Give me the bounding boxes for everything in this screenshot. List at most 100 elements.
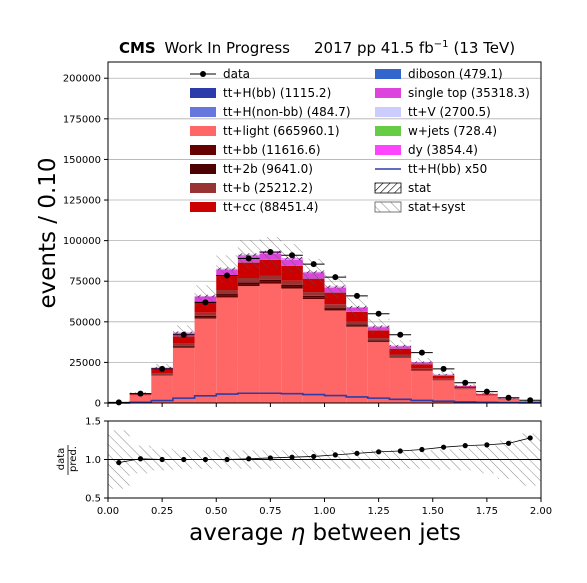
bar-tt-b-4 bbox=[194, 312, 217, 316]
bar-tt-2b-8 bbox=[281, 284, 303, 287]
y-tick-label-5: 125000 bbox=[63, 196, 101, 207]
x-tick-label-4: 1.00 bbox=[313, 506, 335, 517]
x-tick-label-8: 2.00 bbox=[530, 506, 552, 517]
y-tick-label-1: 25000 bbox=[69, 358, 101, 369]
bar-tt-light-16 bbox=[454, 389, 477, 403]
bar-tt-cc-17 bbox=[476, 394, 498, 396]
ratio-point-8 bbox=[289, 454, 295, 460]
legend-tt-light-03-label: tt+light (665960.1) bbox=[223, 124, 340, 138]
bar-tt-cc-3 bbox=[172, 336, 195, 344]
legend-tt-light-03-swatch bbox=[190, 126, 216, 136]
bar-tt-light-5 bbox=[216, 297, 238, 403]
ratio-point-4 bbox=[202, 456, 209, 463]
legend-tt-h-non-bb--02-label: tt+H(non-bb) (484.7) bbox=[223, 105, 351, 119]
data-point-15 bbox=[440, 365, 447, 372]
bar-tt-cc-4 bbox=[194, 301, 217, 313]
bar-tt-light-14 bbox=[411, 370, 433, 403]
stat-band-11 bbox=[346, 305, 368, 309]
y-tick-label-3: 75000 bbox=[69, 277, 101, 288]
x-tick-label-7: 1.75 bbox=[476, 506, 498, 517]
bar-tt-2b-9 bbox=[302, 295, 325, 298]
data-point-6 bbox=[245, 255, 252, 262]
run-label: 2017 pp 41.5 fb bbox=[314, 39, 434, 57]
legend-stat-16-label: stat bbox=[408, 181, 431, 195]
bar-tt-bb-10 bbox=[324, 308, 347, 311]
legend-w-jets-13-swatch bbox=[375, 126, 401, 136]
bar-tt-2b-13 bbox=[389, 356, 412, 357]
data-point-4 bbox=[202, 299, 209, 306]
ratio-point-3 bbox=[181, 456, 187, 463]
ratio-point-9 bbox=[311, 453, 317, 460]
bar-tt-b-7 bbox=[259, 275, 282, 280]
legend-dy-14-swatch bbox=[375, 145, 401, 155]
ratio-y-tick-label-1: 1.0 bbox=[85, 455, 101, 466]
legend-tt-b-06-label: tt+b (25212.2) bbox=[223, 181, 313, 195]
legend-tt-cc-07-label: tt+cc (88451.4) bbox=[223, 200, 318, 214]
stat-band-14 bbox=[411, 361, 433, 363]
bar-tt-b-5 bbox=[216, 290, 238, 295]
bar-tt-light-15 bbox=[432, 380, 455, 403]
header-title: CMS Work In Progress bbox=[119, 39, 290, 57]
legend-stat-syst-17-swatch bbox=[374, 201, 402, 213]
legend-tt-h-non-bb--02-swatch bbox=[190, 107, 216, 117]
bar-tt-bb-2 bbox=[151, 374, 173, 376]
bar-tt-b-15 bbox=[432, 378, 455, 380]
energy-label: (13 TeV) bbox=[453, 39, 515, 57]
bar-tt-b-11 bbox=[346, 321, 368, 325]
bar-tt-2b-4 bbox=[194, 315, 217, 318]
bar-tt-bb-12 bbox=[367, 341, 390, 343]
legend-diboson-10-swatch bbox=[375, 69, 401, 79]
x-tick-label-1: 0.25 bbox=[151, 506, 173, 517]
x-tick-label-5: 1.25 bbox=[367, 506, 389, 517]
x-axis-label-pre: average bbox=[189, 520, 290, 546]
legend-tt-2b-05-label: tt+2b (9641.0) bbox=[223, 162, 313, 176]
bar-tt-bb-8 bbox=[281, 286, 303, 289]
bar-tt-b-8 bbox=[281, 280, 303, 285]
legend-tt-h-bb--01-label: tt+H(bb) (1115.2) bbox=[223, 86, 331, 100]
ratio-point-2 bbox=[159, 456, 165, 463]
x-tick-label-6: 1.50 bbox=[422, 506, 444, 517]
legend-diboson-10-label: diboson (479.1) bbox=[408, 67, 503, 81]
data-points bbox=[108, 248, 541, 406]
bar-tt-bb-7 bbox=[259, 281, 282, 284]
ratio-point-6 bbox=[246, 456, 252, 462]
bar-tt-b-12 bbox=[367, 338, 390, 341]
bar-tt-light-6 bbox=[237, 286, 260, 403]
data-point-10 bbox=[332, 274, 339, 281]
legend-single-11-swatch bbox=[375, 88, 401, 98]
x-tick-label-3: 0.75 bbox=[259, 506, 281, 517]
data-point-5 bbox=[224, 272, 231, 279]
y-tick-label-4: 100000 bbox=[63, 236, 101, 247]
cms-label: CMS bbox=[119, 39, 156, 57]
ratio-points bbox=[116, 435, 533, 466]
bar-tt-light-2 bbox=[151, 375, 173, 403]
bar-tt-b-10 bbox=[324, 304, 347, 308]
data-point-16 bbox=[462, 379, 469, 386]
legend-tt-bb-04-label: tt+bb (11616.6) bbox=[223, 143, 321, 157]
stat-band-6 bbox=[237, 253, 260, 257]
x-axis-label: average η between jets bbox=[189, 520, 461, 546]
bar-tt-2b-7 bbox=[259, 279, 282, 282]
ratio-trend-line bbox=[118, 437, 531, 463]
data-point-13 bbox=[397, 331, 404, 338]
bar-tt-2b-5 bbox=[216, 294, 238, 296]
data-point-0 bbox=[115, 399, 122, 406]
bar-tt-b-9 bbox=[302, 292, 325, 296]
data-point-19 bbox=[527, 397, 534, 404]
bar-tt-light-8 bbox=[281, 288, 303, 403]
bar-tt-b-6 bbox=[237, 277, 260, 283]
bar-tt-2b-3 bbox=[172, 345, 195, 347]
bar-tt-b-13 bbox=[389, 354, 412, 357]
tth-x50-path bbox=[108, 392, 541, 404]
legend-stat-16-swatch bbox=[374, 182, 402, 194]
ratio-point-18 bbox=[505, 440, 512, 446]
y-tick-label-7: 175000 bbox=[63, 114, 101, 125]
ratio-y-axis: 0.5 1.0 1.5 bbox=[85, 417, 108, 505]
x-axis: 0.00 0.25 0.50 0.75 1.00 1.25 1.50 1.75 2.00 bbox=[97, 403, 552, 517]
ratio-y-label-den: pred. bbox=[68, 446, 79, 472]
bar-tt-light-12 bbox=[367, 342, 390, 403]
uncertainty-bands bbox=[108, 237, 541, 403]
ratio-point-1 bbox=[137, 456, 144, 462]
ratio-y-tick-label-0: 0.5 bbox=[85, 494, 101, 505]
stat-band-12 bbox=[367, 325, 390, 328]
